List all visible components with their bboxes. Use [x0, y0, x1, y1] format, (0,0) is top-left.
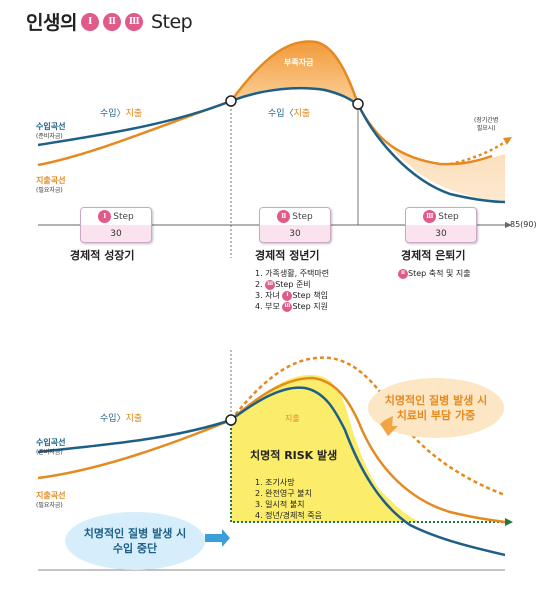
- bottom-income-legend: 수입곡선 (준비자금): [36, 438, 66, 456]
- income-lt-expense-label: 수입〈지출: [268, 109, 311, 119]
- phase3-note: Ⅱ Step 축적 및 지출: [398, 268, 471, 279]
- income-gt-expense-label: 수입〉지출: [100, 109, 143, 119]
- risk-item: 1. 조기사망: [255, 478, 295, 487]
- roman-three-icon: Ⅲ: [265, 279, 276, 290]
- longevity-note: (장기간병 필요시): [474, 117, 499, 132]
- roman-one-icon: Ⅰ: [98, 210, 112, 223]
- risk-arrow-icon: [505, 518, 513, 526]
- intersection-dot-1: [225, 95, 237, 107]
- bubble-treatment-cost: 치명적인 질병 발생 시 치료비 부담 가중: [368, 378, 504, 438]
- phase-name-3: 경제적 은퇴기: [401, 249, 466, 262]
- step-card-3: Ⅲ Step 30: [405, 207, 477, 243]
- bottom-expense-legend: 지출곡선 (필요자금): [36, 491, 66, 509]
- expense-arrow-icon: [503, 137, 512, 145]
- risk-list: 1. 조기사망 2. 완전영구 불치 3. 일시적 불치 4. 정년/경제적 죽…: [255, 477, 322, 521]
- phase-name-2: 경제적 정년기: [255, 249, 320, 262]
- bottom-expense-label: 지출: [285, 414, 300, 423]
- roman-two-icon: Ⅱ: [102, 12, 121, 31]
- roman-two-icon: Ⅱ: [277, 210, 291, 223]
- expense-curve-extension: [449, 140, 506, 166]
- deficit-area: [231, 41, 358, 104]
- bottom-income-gt-expense-label: 수입〉지출: [100, 414, 143, 424]
- roman-two-icon: Ⅱ: [398, 268, 408, 279]
- income-curve-legend: 수입곡선 (준비자금): [36, 122, 66, 140]
- expense-curve: [37, 40, 493, 167]
- roman-three-icon: Ⅲ: [282, 301, 293, 312]
- expense-curve-legend: 지출곡선 (필요자금): [36, 176, 66, 194]
- deficit-label: 부족자금: [284, 58, 314, 67]
- roman-one-icon: Ⅰ: [282, 290, 293, 301]
- income-curve: [37, 86, 506, 204]
- intersection-dot-2: [352, 98, 364, 110]
- event-dot: [225, 414, 237, 426]
- risk-item: 3. 일시적 불치: [255, 500, 305, 509]
- risk-item: 2. 완전영구 불치: [255, 489, 312, 498]
- phase-name-1: 경제적 성장기: [70, 249, 135, 262]
- axis-end-label: 85(90): [510, 220, 537, 229]
- title-prefix: 인생의: [26, 12, 77, 34]
- income-curve-bottom: [37, 386, 506, 557]
- retirement-shade-area: [358, 104, 505, 202]
- roman-three-icon: Ⅲ: [124, 12, 143, 31]
- roman-one-icon: Ⅰ: [80, 12, 99, 31]
- phase2-list: 1. 가족생활, 주택마련 2. Ⅲ Step 준비 3. 자녀 Ⅰ Step 책임…: [255, 269, 330, 312]
- page-title: 인생의 Ⅰ Ⅱ Ⅲ Step: [26, 8, 193, 35]
- risk-item: 4. 정년/경제적 죽음: [255, 511, 322, 520]
- age-axis-arrow-icon: [505, 222, 512, 228]
- roman-three-icon: Ⅲ: [423, 210, 437, 223]
- expense-curve-bottom: [37, 376, 506, 524]
- risk-title: 치명적 RISK 발생: [250, 449, 338, 462]
- bubble-income-stop: 치명적인 질병 발생 시 수입 중단: [65, 512, 205, 570]
- title-step: Step: [150, 10, 193, 33]
- risk-dotted-outline: [230, 420, 505, 523]
- step-card-1: Ⅰ Step 30: [80, 207, 152, 243]
- expense-dashed-curve: [230, 356, 506, 497]
- step-card-2: Ⅱ Step 30: [259, 207, 331, 243]
